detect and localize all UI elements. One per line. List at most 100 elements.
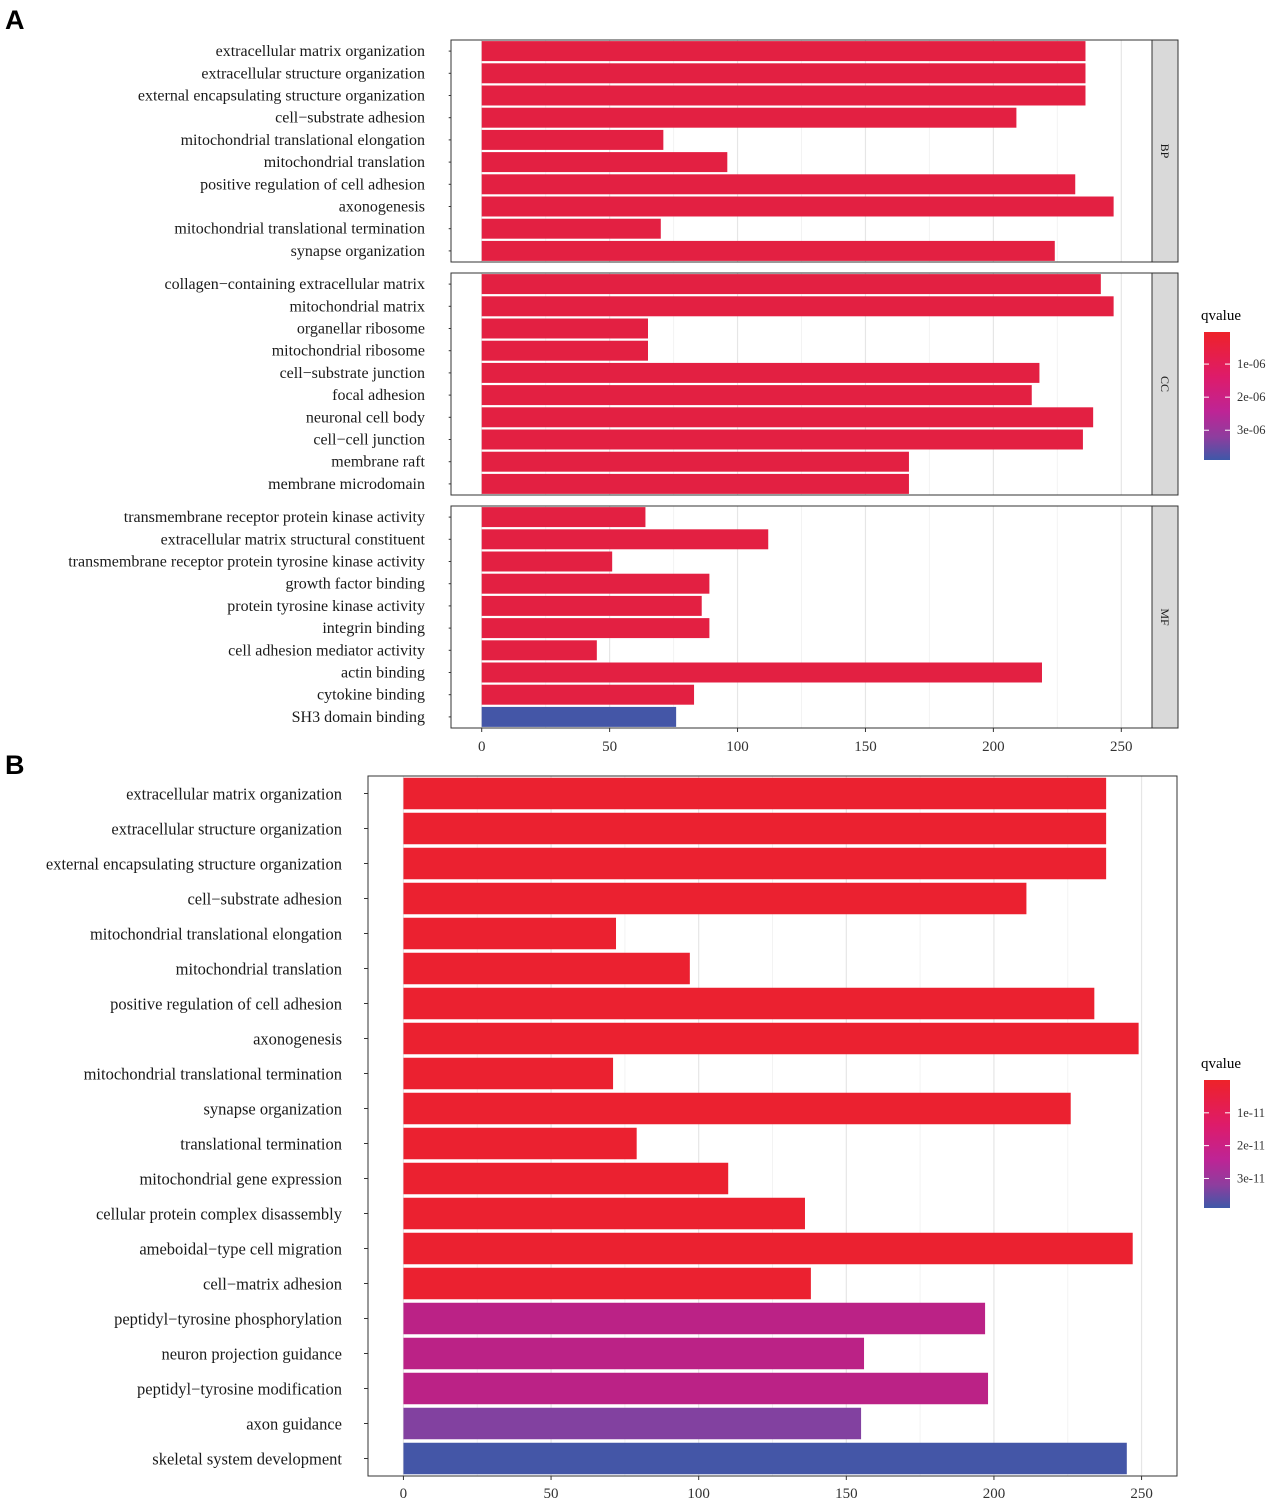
panel-a-category-label: axonogenesis <box>339 199 425 216</box>
panel-b-category-label: cellular protein complex disassembly <box>96 1205 343 1224</box>
panel-a-mf-bar <box>481 573 710 594</box>
panel-a-facet-label: BP <box>1158 144 1172 159</box>
panel-b-x-tick-label: 100 <box>687 1486 710 1500</box>
panel-b-legend-tick-label: 3e-11 <box>1237 1171 1265 1185</box>
panel-b-bar <box>403 1232 1133 1265</box>
panel-a-category-label: growth factor binding <box>285 576 425 593</box>
panel-a-chart: extracellular matrix organization extrace… <box>68 39 1265 755</box>
panel-a-mf-bar <box>481 507 646 528</box>
panel-b-category-label: mitochondrial translational elongation <box>90 925 342 944</box>
panel-b-chart: extracellular matrix organization extrace… <box>46 775 1265 1500</box>
panel-b-category-label: synapse organization <box>203 1100 342 1119</box>
panel-a-facet-strip <box>1151 39 1179 263</box>
panel-a-category-label: cell−substrate adhesion <box>275 110 425 127</box>
panel-b-category-label: peptidyl−tyrosine modification <box>137 1380 342 1399</box>
panel-b-category-label: cell−substrate adhesion <box>187 890 342 909</box>
panel-b-label: B <box>5 750 25 780</box>
panel-b-bar <box>403 1127 637 1160</box>
panel-b-category-label: extracellular matrix organization <box>126 785 342 804</box>
panel-a-facet-strip <box>1151 272 1179 496</box>
panel-a-category-label: mitochondrial translational elongation <box>181 132 425 149</box>
panel-a-cc-bar <box>481 296 1114 317</box>
panel-a-cc-bar <box>481 274 1101 295</box>
panel-a-category-label: SH3 domain binding <box>292 709 425 726</box>
panel-a-bp-bar <box>481 174 1076 195</box>
panel-a-category-label: integrin binding <box>322 620 425 637</box>
panel-b-x-tick-label: 50 <box>544 1486 559 1500</box>
panel-a-x-tick-label: 100 <box>726 739 749 755</box>
panel-a-bp-bar <box>481 240 1055 261</box>
panel-b-legend-tick-label: 1e-11 <box>1237 1106 1265 1120</box>
panel-a-category-label: membrane microdomain <box>268 476 425 493</box>
panel-a-mf-bar <box>481 640 597 661</box>
panel-a-bp-bar <box>481 152 728 173</box>
panel-b-bar <box>403 1337 865 1370</box>
panel-b-category-label: positive regulation of cell adhesion <box>110 995 342 1014</box>
panel-a-cc-bar <box>481 362 1040 383</box>
panel-b-bar <box>403 812 1107 845</box>
panel-a-category-label: extracellular structure organization <box>201 65 425 82</box>
panel-b-category-label: mitochondrial translation <box>176 960 342 979</box>
panel-a-category-label: membrane raft <box>331 454 425 471</box>
panel-a-category-label: transmembrane receptor protein tyrosine … <box>68 554 425 571</box>
panel-a-legend-colorbar <box>1204 332 1230 460</box>
panel-a-category-label: protein tyrosine kinase activity <box>227 598 425 615</box>
panel-b-category-label: peptidyl−tyrosine phosphorylation <box>114 1310 342 1329</box>
panel-a-bp-bar <box>481 129 664 150</box>
panel-b-x-tick-label: 150 <box>835 1486 858 1500</box>
panel-b-bar <box>403 1302 986 1335</box>
panel-b-bar <box>403 917 617 950</box>
panel-a-bp-bar <box>481 41 1086 62</box>
panel-b-bar <box>403 1407 862 1440</box>
panel-b-legend-tick-label: 2e-11 <box>1237 1139 1265 1153</box>
panel-a-x-tick-label: 150 <box>854 739 877 755</box>
panel-a-legend-tick-label: 2e-06 <box>1237 390 1265 404</box>
panel-a-category-label: extracellular matrix organization <box>216 43 425 60</box>
panel-b-category-label: axonogenesis <box>253 1030 342 1049</box>
panel-b-bar <box>403 952 690 985</box>
panel-a-label: A <box>5 5 25 35</box>
panel-a-x-tick-label: 200 <box>982 739 1005 755</box>
panel-a-category-label: cell−cell junction <box>313 432 425 449</box>
panel-a-bp-bar <box>481 63 1086 84</box>
panel-a-category-label: positive regulation of cell adhesion <box>200 176 425 193</box>
panel-a-cc-bar <box>481 340 648 361</box>
panel-a-bp-bar <box>481 218 661 239</box>
panel-b-category-label: external encapsulating structure organiz… <box>46 855 342 874</box>
panel-a-facet-strip <box>1151 505 1179 729</box>
panel-a-category-label: collagen−containing extracellular matrix <box>165 276 425 293</box>
panel-b-bar <box>403 777 1107 810</box>
panel-a-x-tick-label: 50 <box>602 739 617 755</box>
panel-b-bar <box>403 1162 729 1195</box>
panel-a-category-label: external encapsulating structure organiz… <box>138 88 425 105</box>
panel-b-legend-colorbar <box>1204 1080 1230 1208</box>
panel-a-cc-bar <box>481 473 909 494</box>
panel-a-x-tick-label: 0 <box>478 739 486 755</box>
panel-a-mf-bar <box>481 706 677 727</box>
panel-a-bp-bar <box>481 85 1086 106</box>
panel-a-category-label: synapse organization <box>291 243 425 260</box>
panel-b-category-label: ameboidal−type cell migration <box>139 1240 342 1259</box>
panel-a-legend-tick-label: 3e-06 <box>1237 423 1265 437</box>
panel-b-x-tick-label: 250 <box>1130 1486 1153 1500</box>
panel-a-category-label: mitochondrial translation <box>264 154 425 171</box>
panel-a-bp-bar <box>481 107 1017 128</box>
panel-a-cc-bar <box>481 318 648 339</box>
panel-b-legend-title: qvalue <box>1201 1056 1241 1072</box>
panel-a-mf-bar <box>481 662 1042 683</box>
panel-b-category-label: extracellular structure organization <box>111 820 342 839</box>
panel-b-bar <box>403 1267 811 1300</box>
panel-b-x-tick-label: 0 <box>400 1486 408 1500</box>
panel-b-bar <box>403 1092 1071 1125</box>
panel-a-category-label: mitochondrial translational termination <box>174 221 425 238</box>
panel-a-category-label: mitochondrial matrix <box>289 298 425 315</box>
panel-b-bar <box>403 882 1027 915</box>
panel-a-mf-bar <box>481 595 702 616</box>
panel-b-bar <box>403 1197 805 1230</box>
panel-a-category-label: neuronal cell body <box>306 409 425 426</box>
panel-b-category-label: translational termination <box>180 1135 342 1154</box>
panel-b-category-label: mitochondrial translational termination <box>84 1065 342 1084</box>
panel-a-cc-bar <box>481 385 1032 406</box>
panel-b-category-label: neuron projection guidance <box>161 1345 342 1364</box>
panel-b-x-tick-label: 200 <box>983 1486 1006 1500</box>
